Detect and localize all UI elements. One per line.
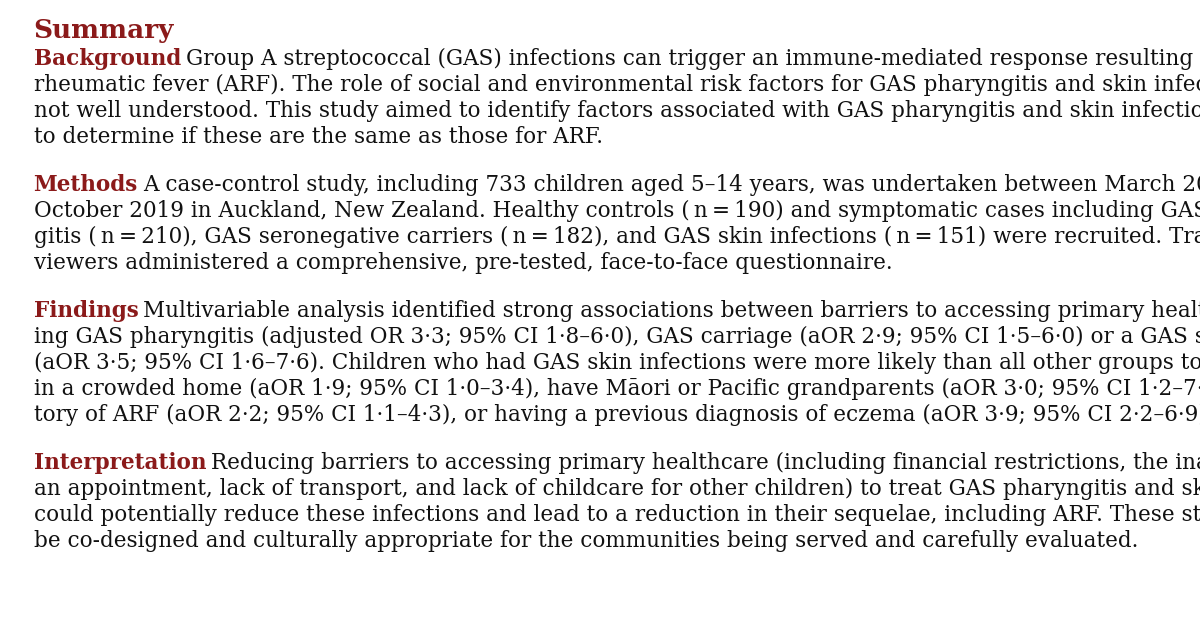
Text: Multivariable analysis identified strong associations between barriers to access: Multivariable analysis identified strong… (143, 300, 1200, 322)
Text: viewers administered a comprehensive, pre-tested, face-to-face questionnaire.: viewers administered a comprehensive, pr… (34, 252, 893, 274)
Text: October 2019 in Auckland, New Zealand. Healthy controls ( n = 190) and symptomat: October 2019 in Auckland, New Zealand. H… (34, 200, 1200, 222)
Text: in a crowded home (aOR 1·9; 95% CI 1·0–3·4), have Māori or Pacific grandparents : in a crowded home (aOR 1·9; 95% CI 1·0–3… (34, 378, 1200, 400)
Text: Methods: Methods (34, 174, 138, 196)
Text: (aOR 3·5; 95% CI 1·6–7·6). Children who had GAS skin infections were more likely: (aOR 3·5; 95% CI 1·6–7·6). Children who … (34, 352, 1200, 374)
Text: not well understood. This study aimed to identify factors associated with GAS ph: not well understood. This study aimed to… (34, 100, 1200, 122)
Text: Reducing barriers to accessing primary healthcare (including financial restricti: Reducing barriers to accessing primary h… (211, 452, 1200, 474)
Text: could potentially reduce these infections and lead to a reduction in their seque: could potentially reduce these infection… (34, 505, 1200, 526)
Text: ing GAS pharyngitis (adjusted OR 3·3; 95% CI 1·8–6·0), GAS carriage (aOR 2·9; 95: ing GAS pharyngitis (adjusted OR 3·3; 95… (34, 326, 1200, 348)
Text: be co-designed and culturally appropriate for the communities being served and c: be co-designed and culturally appropriat… (34, 530, 1138, 552)
Text: Findings: Findings (34, 300, 138, 322)
Text: Summary: Summary (34, 18, 174, 43)
Text: an appointment, lack of transport, and lack of childcare for other children) to : an appointment, lack of transport, and l… (34, 478, 1200, 500)
Text: gitis ( n = 210), GAS seronegative carriers ( n = 182), and GAS skin infections : gitis ( n = 210), GAS seronegative carri… (34, 226, 1200, 248)
Text: Background: Background (34, 48, 181, 70)
Text: to determine if these are the same as those for ARF.: to determine if these are the same as th… (34, 126, 602, 148)
Text: tory of ARF (aOR 2·2; 95% CI 1·1–4·3), or having a previous diagnosis of eczema : tory of ARF (aOR 2·2; 95% CI 1·1–4·3), o… (34, 404, 1200, 426)
Text: Group A streptococcal (GAS) infections can trigger an immune-mediated response r: Group A streptococcal (GAS) infections c… (186, 48, 1200, 70)
Text: A case-control study, including 733 children aged 5–14 years, was undertaken bet: A case-control study, including 733 chil… (143, 174, 1200, 196)
Text: rheumatic fever (ARF). The role of social and environmental risk factors for GAS: rheumatic fever (ARF). The role of socia… (34, 74, 1200, 96)
Text: Interpretation: Interpretation (34, 452, 206, 474)
